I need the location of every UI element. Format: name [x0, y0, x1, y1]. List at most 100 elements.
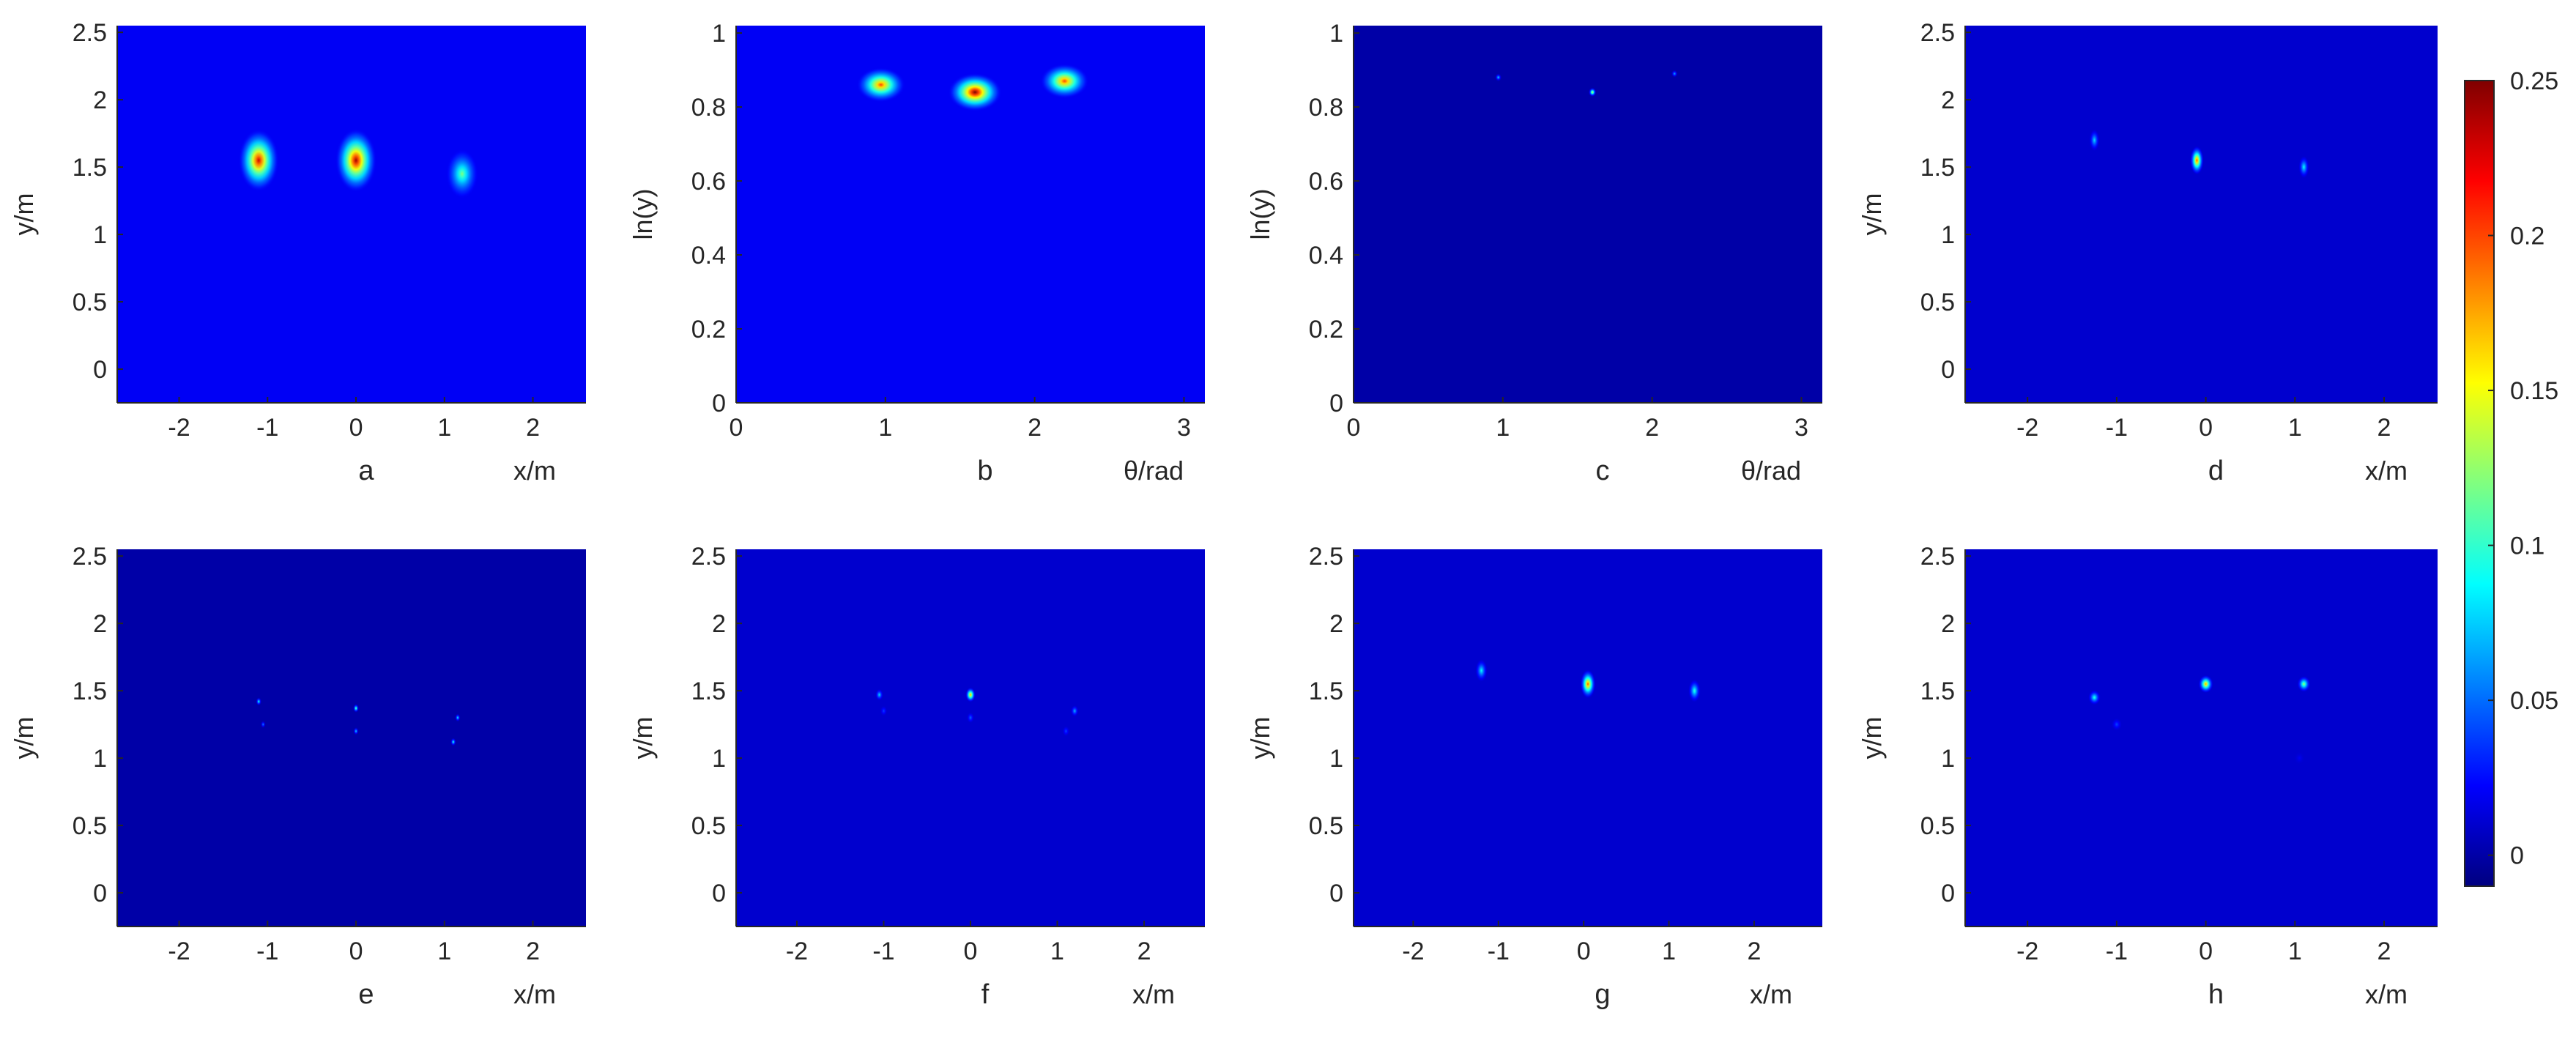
- x-tick-label: 2: [1747, 937, 1761, 965]
- x-tick-label: 2: [2378, 937, 2391, 965]
- y-tick-label: 0: [1941, 880, 1955, 907]
- heatmap-peaks: [1475, 658, 1701, 703]
- x-tick-label: -1: [1488, 937, 1510, 965]
- x-tick-label: -1: [256, 414, 278, 442]
- heatmap-peak: [2111, 718, 2123, 731]
- x-tick-label: 0: [2199, 414, 2213, 442]
- panel-label: d: [2208, 456, 2224, 486]
- heatmap-peak: [880, 705, 888, 716]
- y-tick-label: 0.5: [1309, 812, 1343, 840]
- heatmap-background: [736, 549, 1205, 926]
- heatmap-peak: [1588, 87, 1597, 97]
- y-axis-label: y/m: [1245, 717, 1275, 760]
- heatmap-peaks: [2089, 129, 2309, 179]
- panel-label: e: [358, 979, 374, 1010]
- y-tick-label: 0.5: [1920, 812, 1955, 840]
- heatmap-background: [1965, 549, 2438, 926]
- heatmap-peak: [353, 704, 359, 713]
- heatmap-peak: [948, 73, 1002, 111]
- x-tick-label: 0: [349, 414, 363, 442]
- heatmap-peaks: [875, 687, 1079, 737]
- x-tick-label: 1: [1662, 937, 1676, 965]
- panel-d: -2 -1 0 1 2 0 0.5 1 1.5 2 2.5 x/m y/m d: [1857, 19, 2438, 486]
- y-axis-label: ln(y): [628, 189, 658, 240]
- y-tick-label: 2.5: [1920, 543, 1955, 571]
- x-tick-label: -2: [786, 937, 808, 965]
- x-tick-label: 1: [1496, 414, 1510, 442]
- y-tick-label: 1: [712, 745, 726, 773]
- x-tick-label: 2: [526, 937, 540, 965]
- heatmap-peaks: [238, 128, 478, 198]
- y-tick-label: 0.5: [73, 289, 107, 316]
- heatmap-peak: [967, 712, 974, 724]
- heatmap-peak: [2088, 689, 2101, 705]
- heatmap-peak: [2294, 751, 2305, 765]
- panel-b: 0 1 2 3 0 0.2 0.4 0.6 0.8 1 θ/rad ln(y) b: [628, 20, 1205, 486]
- y-tick-label: 1.5: [73, 154, 107, 182]
- x-tick-label: 2: [2378, 414, 2391, 442]
- y-tick-label: 0.2: [1309, 316, 1343, 343]
- x-tick-label: 2: [1137, 937, 1151, 965]
- heatmap-peak: [446, 149, 478, 198]
- y-tick-label: 2: [712, 610, 726, 638]
- colorbar-tick-label: 0.25: [2510, 67, 2558, 95]
- y-tick-label: 0.8: [1309, 94, 1343, 122]
- heatmap-peak: [1671, 70, 1678, 78]
- y-axis-label: y/m: [1857, 193, 1887, 236]
- y-axis-label: y/m: [9, 193, 39, 236]
- y-tick-label: 1: [712, 20, 726, 48]
- y-tick-label: 2: [93, 610, 107, 638]
- heatmap-background: [117, 549, 586, 926]
- heatmap-peak: [1688, 679, 1701, 703]
- heatmap-peaks: [2088, 675, 2311, 765]
- x-tick-label: 0: [730, 414, 743, 442]
- heatmap-peak: [2198, 675, 2213, 694]
- heatmap-background: [1354, 549, 1822, 926]
- y-tick-label: 0.4: [1309, 242, 1343, 270]
- y-tick-label: 1: [1941, 221, 1955, 249]
- x-tick-label: 1: [437, 414, 451, 442]
- x-tick-label: 3: [1794, 414, 1808, 442]
- y-tick-label: 1.5: [1309, 677, 1343, 705]
- colorbar-tick-label: 0.15: [2510, 377, 2558, 405]
- y-tick-label: 2: [1941, 86, 1955, 114]
- heatmap-peak: [455, 713, 461, 722]
- y-tick-label: 0: [712, 880, 726, 907]
- y-tick-label: 1.5: [1920, 154, 1955, 182]
- y-tick-label: 2.5: [1920, 19, 1955, 47]
- x-axis-label: θ/rad: [1124, 456, 1184, 486]
- panel-f: -2 -1 0 1 2 0 0.5 1 1.5 2 2.5 x/m y/m f: [628, 543, 1205, 1010]
- x-tick-label: 2: [1645, 414, 1659, 442]
- panel-label: a: [358, 456, 374, 486]
- colorbar-tick-label: 0.2: [2510, 223, 2545, 250]
- y-axis-label: y/m: [9, 717, 39, 760]
- x-tick-label: 1: [1050, 937, 1064, 965]
- y-axis-label: y/m: [1857, 717, 1887, 760]
- panel-label: g: [1595, 979, 1610, 1010]
- heatmap-peak: [335, 128, 377, 193]
- panel-e: -2 -1 0 1 2 0 0.5 1 1.5 2 2.5 x/m y/m e: [9, 543, 586, 1010]
- heatmap-peak: [1495, 73, 1502, 82]
- y-tick-label: 0.8: [691, 94, 726, 122]
- y-tick-label: 1.5: [73, 677, 107, 705]
- x-tick-label: 2: [1028, 414, 1042, 442]
- heatmap-peak: [2089, 129, 2100, 152]
- y-tick-label: 0: [93, 356, 107, 384]
- heatmap-background: [117, 26, 586, 403]
- x-axis-label: x/m: [513, 456, 556, 486]
- y-tick-label: 2: [1329, 610, 1343, 638]
- heatmap-background: [1965, 26, 2438, 403]
- x-tick-label: 1: [2288, 937, 2302, 965]
- y-tick-label: 0: [1329, 880, 1343, 907]
- panel-label: f: [981, 979, 990, 1010]
- colorbar-tick-label: 0.1: [2510, 532, 2545, 560]
- x-tick-label: 1: [437, 937, 451, 965]
- heatmap-peaks: [256, 697, 461, 746]
- y-tick-label: 0: [1941, 356, 1955, 384]
- x-tick-label: -2: [2016, 414, 2038, 442]
- heatmap-peak: [2297, 675, 2311, 693]
- x-tick-label: 1: [878, 414, 892, 442]
- panel-g: -2 -1 0 1 2 0 0.5 1 1.5 2 2.5 x/m y/m g: [1245, 543, 1822, 1010]
- heatmap-peak: [256, 697, 261, 706]
- x-tick-label: -2: [168, 937, 190, 965]
